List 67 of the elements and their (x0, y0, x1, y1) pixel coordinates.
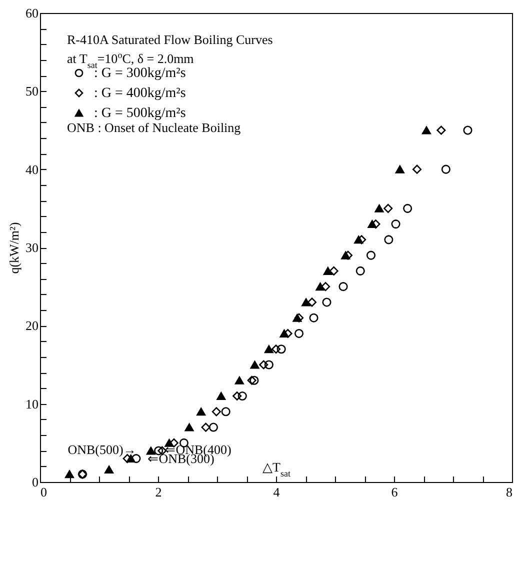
point (403, 204, 412, 213)
x-tick-label: 4 (273, 484, 280, 500)
point (221, 407, 230, 416)
point (463, 126, 472, 135)
x-axis-title: △T$_{sat}$ (262, 460, 291, 478)
point (259, 360, 268, 370)
point (201, 422, 210, 432)
annotation: ONB(500)→ (68, 442, 136, 457)
point (384, 204, 393, 213)
point (216, 392, 226, 400)
legend-label: : G = 400kg/m²s (94, 86, 186, 101)
point (250, 360, 260, 369)
x-tick-label: 6 (391, 484, 398, 500)
point (436, 126, 446, 135)
point (368, 220, 377, 228)
point (384, 235, 394, 244)
point (302, 298, 311, 306)
point (341, 251, 350, 260)
y-tick-label: 30 (26, 240, 38, 255)
point (323, 266, 332, 275)
legend-label: : G = 500kg/m²s (94, 106, 186, 121)
point (271, 344, 281, 354)
point (307, 298, 317, 307)
x-tick-label: 8 (506, 484, 512, 500)
y-tick-label: 10 (26, 396, 38, 412)
point (338, 282, 348, 292)
point (280, 329, 289, 338)
annotation: ONB : Onset of Nucleate Boiling (67, 120, 242, 135)
point (264, 360, 274, 370)
point (329, 266, 338, 276)
point (316, 282, 325, 291)
point (64, 470, 74, 478)
point (391, 220, 400, 229)
point (276, 344, 286, 354)
point (354, 236, 364, 244)
point (208, 422, 218, 432)
y-axis-title: q(kW/m²) (6, 222, 22, 274)
y-tick-label: 0 (32, 474, 38, 490)
point (132, 454, 141, 464)
text: R-410A Saturated Flow Boiling Curves (67, 32, 273, 47)
point (309, 313, 318, 322)
point (294, 328, 304, 338)
point (232, 391, 242, 401)
point (441, 164, 450, 174)
point (247, 376, 256, 385)
y-tick-label: 60 (26, 6, 38, 20)
point (238, 392, 247, 401)
point (196, 408, 206, 416)
y-tick-label: 20 (26, 318, 38, 334)
point (395, 165, 404, 174)
point (212, 407, 221, 416)
point (234, 376, 244, 384)
point (412, 164, 422, 174)
point (184, 423, 194, 432)
point (356, 266, 365, 276)
point (250, 376, 259, 385)
point (366, 250, 376, 260)
y-tick-label: 50 (26, 84, 38, 99)
point (422, 126, 431, 134)
point (322, 298, 332, 307)
point (321, 282, 330, 292)
point (104, 465, 114, 474)
point (374, 204, 384, 212)
point (146, 446, 156, 455)
x-tick-label: 2 (155, 484, 162, 500)
point (264, 345, 274, 354)
y-tick-label: 40 (26, 162, 38, 177)
